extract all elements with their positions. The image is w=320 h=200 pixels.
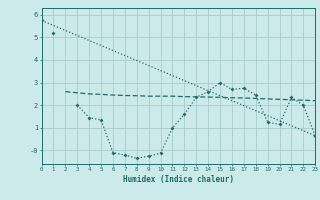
- X-axis label: Humidex (Indice chaleur): Humidex (Indice chaleur): [123, 175, 234, 184]
